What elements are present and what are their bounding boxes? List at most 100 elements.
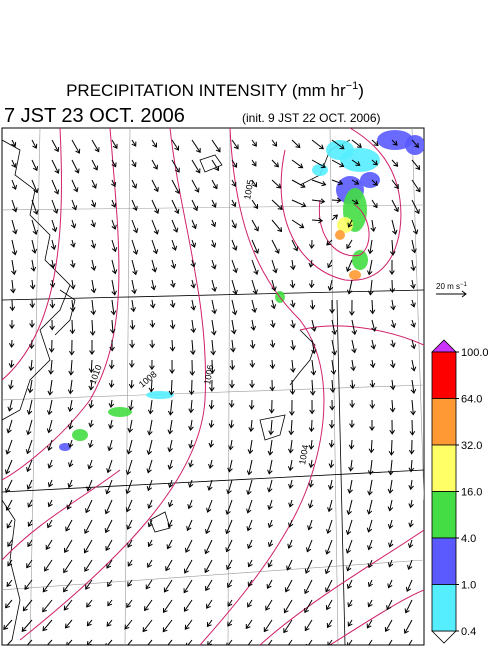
wind-vector-head: [171, 245, 178, 251]
wind-vector-head: [252, 289, 258, 295]
wind-vector: [206, 599, 213, 609]
wind-vector-head: [67, 407, 74, 413]
wind-vector: [271, 239, 280, 254]
wind-vector-head: [205, 528, 211, 535]
wind-vector: [328, 639, 333, 645]
wind-vector: [291, 339, 295, 350]
wind-vector-head: [190, 283, 196, 289]
wind-vector: [170, 379, 173, 395]
wind-vector: [107, 459, 113, 473]
wind-vector: [251, 139, 257, 147]
wind-vector-head: [90, 222, 96, 228]
wind-vector-head: [389, 429, 395, 435]
wind-vector-head: [287, 466, 294, 472]
wind-vector: [310, 259, 313, 268]
wind-vector-head: [144, 606, 149, 612]
wind-vector-head: [126, 449, 132, 455]
wind-vector-head: [46, 410, 53, 416]
wind-vector-head: [253, 248, 260, 254]
wind-vector: [126, 459, 133, 475]
wind-vector: [351, 179, 359, 185]
wind-vector: [6, 579, 13, 587]
wind-vector: [9, 379, 13, 389]
wind-vector-head: [7, 561, 13, 567]
wind-vector-head: [49, 303, 56, 309]
wind-vector: [391, 179, 399, 189]
wind-vector: [31, 279, 34, 289]
wind-vector: [168, 439, 173, 452]
wind-vector: [285, 579, 293, 592]
wind-vector-head: [29, 323, 35, 328]
wind-vector-head: [111, 224, 117, 230]
wind-vector: [148, 439, 153, 455]
wind-vector-head: [167, 447, 173, 453]
wind-vector-head: [131, 141, 137, 147]
wind-vector-head: [324, 569, 330, 575]
wind-vector: [311, 179, 326, 186]
wind-vector: [187, 639, 193, 645]
wind-vector: [63, 599, 73, 611]
wind-vector-head: [308, 482, 314, 488]
wind-vector: [269, 439, 273, 455]
wind-vector-head: [393, 207, 399, 213]
wind-vector-head: [86, 640, 92, 645]
wind-vector: [371, 139, 379, 146]
wind-vector: [411, 139, 419, 148]
wind-vector: [410, 479, 413, 490]
wind-vector-head: [11, 141, 17, 148]
wind-vector: [251, 339, 254, 349]
wind-vector-head: [6, 428, 12, 434]
wind-vector-head: [327, 641, 333, 645]
wind-vector: [249, 439, 253, 454]
wind-vector-head: [84, 528, 90, 534]
wind-vector: [89, 439, 93, 448]
wind-vector-head: [349, 311, 355, 316]
wind-vector: [369, 279, 373, 295]
wind-vector-head: [127, 427, 133, 434]
wind-vector-head: [231, 329, 237, 335]
wind-vector-head: [349, 384, 356, 390]
wind-vector-head: [165, 566, 171, 572]
wind-vector: [11, 279, 14, 293]
wind-vector-head: [45, 544, 51, 550]
wind-vector: [331, 339, 336, 355]
wind-vector-head: [247, 449, 254, 455]
wind-vector-head: [329, 405, 335, 411]
precipitation: [335, 230, 345, 240]
graticule: [227, 128, 231, 645]
wind-vector: [368, 479, 373, 495]
wind-vector: [171, 279, 175, 288]
wind-vector-head: [209, 369, 216, 375]
wind-vector: [48, 439, 53, 451]
wind-vector-head: [331, 350, 338, 356]
wind-vector-head: [272, 268, 278, 274]
wind-vector-head: [32, 229, 38, 236]
wind-vector-head: [390, 323, 397, 329]
wind-vector-head: [90, 202, 97, 208]
wind-vector-head: [73, 187, 79, 193]
wind-vector: [389, 519, 393, 529]
wind-vector-head: [108, 424, 114, 430]
wind-vector: [228, 459, 233, 472]
wind-vector-head: [147, 522, 153, 528]
wind-vector: [346, 539, 353, 554]
wind-vector-head: [204, 549, 210, 555]
wind-vector-head: [367, 290, 374, 296]
wind-vector-head: [415, 187, 421, 193]
wind-vector: [248, 579, 253, 587]
wind-vector-head: [325, 587, 331, 593]
wind-vector: [231, 159, 237, 168]
wind-vector: [331, 359, 335, 375]
wind-vector-head: [387, 488, 394, 494]
wind-vector: [268, 519, 273, 528]
wind-vector-head: [70, 262, 76, 269]
wind-vector-head: [366, 645, 370, 649]
colorbar-label: 4.0: [461, 533, 476, 545]
wind-vector: [271, 339, 274, 348]
wind-vector: [268, 459, 273, 474]
wind-vector: [371, 379, 374, 388]
wind-vector: [108, 439, 113, 451]
wind-vector-head: [331, 329, 338, 336]
wind-vector-head: [7, 406, 13, 412]
